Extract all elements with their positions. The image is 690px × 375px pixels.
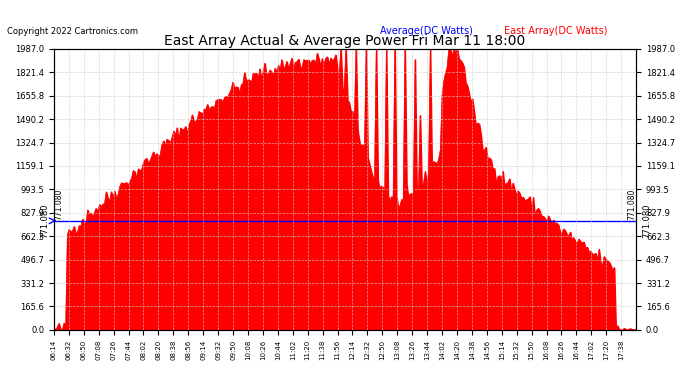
- Text: 771.080: 771.080: [40, 204, 49, 238]
- Title: East Array Actual & Average Power Fri Mar 11 18:00: East Array Actual & Average Power Fri Ma…: [164, 34, 526, 48]
- Text: East Array(DC Watts): East Array(DC Watts): [504, 26, 607, 36]
- Text: 771.080: 771.080: [642, 204, 651, 238]
- Text: Average(DC Watts): Average(DC Watts): [380, 26, 473, 36]
- Text: Copyright 2022 Cartronics.com: Copyright 2022 Cartronics.com: [7, 27, 138, 36]
- Text: 771.080: 771.080: [627, 188, 636, 220]
- Text: 771.080: 771.080: [54, 188, 63, 220]
